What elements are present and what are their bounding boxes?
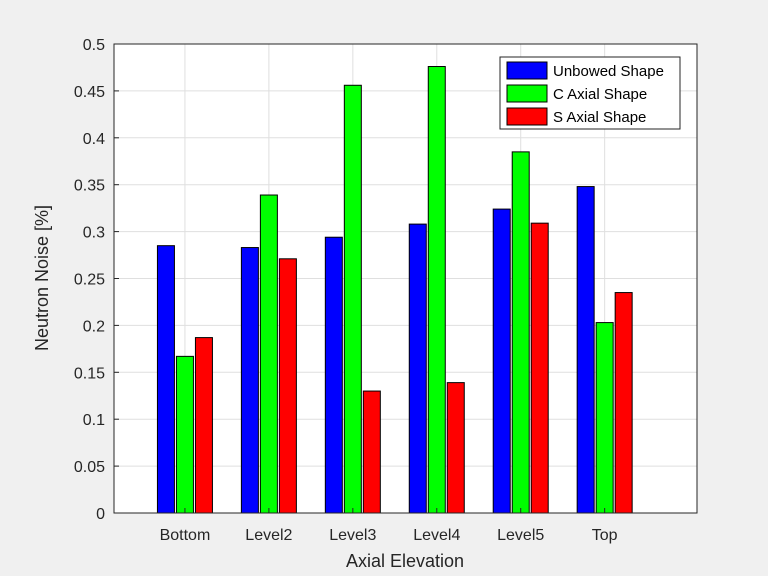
bars <box>156 66 633 514</box>
y-tick-label: 0.1 <box>83 412 105 429</box>
y-ticks: 0 0.05 0.1 0.15 0.2 0.25 0.3 0.35 0.4 0.45 0.5 <box>74 37 119 523</box>
y-tick-label: 0.3 <box>83 225 105 242</box>
legend: Unbowed Shape C Axial Shape S Axial Shape <box>499 56 681 130</box>
x-tick-label: Level4 <box>413 527 460 544</box>
x-ticks: Bottom Level2 Level3 Level4 Level5 Top <box>160 508 618 544</box>
y-tick-label: 0.05 <box>74 459 105 476</box>
y-tick-label: 0.45 <box>74 84 105 101</box>
y-tick-label: 0.5 <box>83 37 105 54</box>
bar-c-axial-shape-top <box>595 322 614 514</box>
bar-c-axial-shape-level5 <box>511 151 530 514</box>
legend-label: C Axial Shape <box>553 86 647 103</box>
x-axis-label: Axial Elevation <box>346 551 464 571</box>
x-tick-label: Level3 <box>329 527 376 544</box>
x-tick-label: Bottom <box>160 527 211 544</box>
bar-c-axial-shape-level3 <box>343 84 362 514</box>
y-tick-label: 0.15 <box>74 365 105 382</box>
legend-label: Unbowed Shape <box>553 63 664 80</box>
bar-unbowed-shape-bottom <box>156 245 175 514</box>
y-tick-label: 0.4 <box>83 131 105 148</box>
bar-c-axial-shape-level4 <box>427 66 446 514</box>
x-tick-label: Level5 <box>497 527 544 544</box>
bar-unbowed-shape-level3 <box>324 236 343 514</box>
bar-s-axial-shape-bottom <box>194 337 213 514</box>
y-axis-label: Neutron Noise [%] <box>32 205 52 351</box>
bar-c-axial-shape-bottom <box>175 355 194 514</box>
bar-s-axial-shape-level4 <box>446 382 465 514</box>
y-tick-label: 0.25 <box>74 272 105 289</box>
legend-swatch <box>506 107 548 126</box>
x-tick-label: Top <box>592 527 618 544</box>
legend-label: S Axial Shape <box>553 109 646 126</box>
y-tick-label: 0 <box>96 506 105 523</box>
bar-c-axial-shape-level2 <box>259 194 278 514</box>
bar-s-axial-shape-level3 <box>362 390 381 514</box>
bar-s-axial-shape-top <box>614 292 633 514</box>
y-tick-label: 0.35 <box>74 178 105 195</box>
bar-s-axial-shape-level2 <box>278 258 297 514</box>
x-tick-label: Level2 <box>245 527 292 544</box>
bar-unbowed-shape-level2 <box>240 247 259 514</box>
legend-swatch <box>506 61 548 80</box>
legend-swatch <box>506 84 548 103</box>
bar-unbowed-shape-level4 <box>408 223 427 514</box>
bar-unbowed-shape-level5 <box>492 208 511 514</box>
bar-s-axial-shape-level5 <box>530 222 549 514</box>
bar-unbowed-shape-top <box>576 186 595 514</box>
y-tick-label: 0.2 <box>83 318 105 335</box>
